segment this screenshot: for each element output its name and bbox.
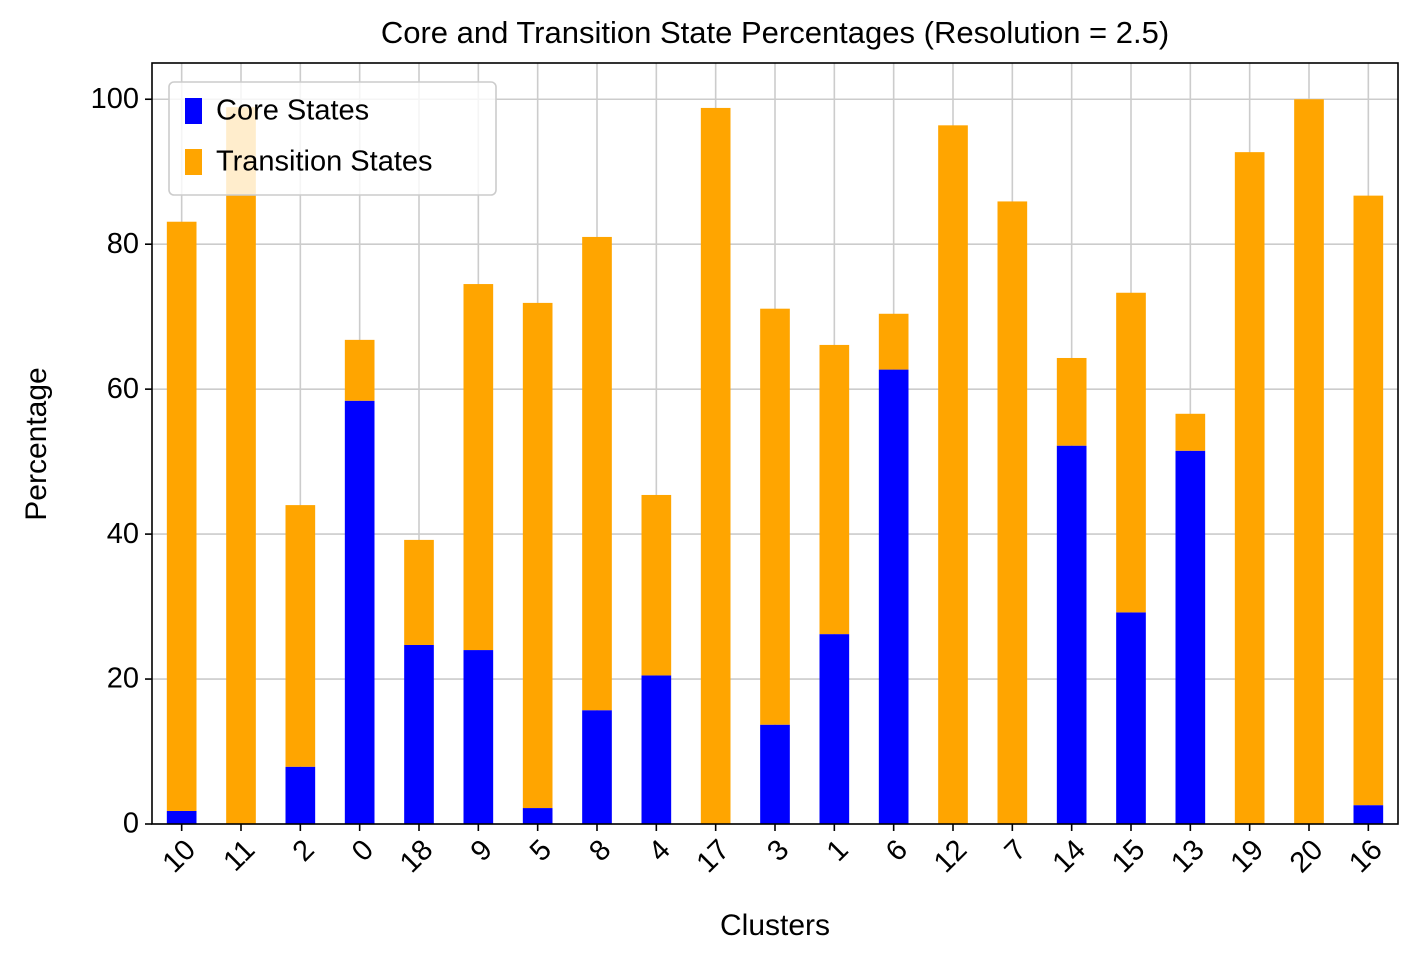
- bar-segment: [819, 344, 850, 635]
- bar-segment: [166, 810, 197, 824]
- x-tick-label: 1: [821, 834, 855, 868]
- x-tick-label: 18: [394, 834, 439, 879]
- legend: Core States Transition States: [168, 81, 497, 196]
- legend-swatch: [185, 149, 202, 175]
- bar-segment: [166, 221, 197, 811]
- x-tick-label: 3: [761, 834, 795, 868]
- x-tick-label: 11: [217, 834, 261, 878]
- x-tick-label: 2: [287, 834, 321, 868]
- x-tick-label: 5: [524, 834, 558, 868]
- bar-segment: [1234, 152, 1265, 824]
- bar-segment: [522, 808, 553, 824]
- bar-segment: [1294, 99, 1324, 824]
- x-tick-label: 14: [1047, 834, 1092, 879]
- bar-segment: [344, 400, 375, 824]
- bar-segment: [1353, 195, 1384, 806]
- x-tick-label: 16: [1343, 834, 1388, 879]
- y-axis-label: Percentage: [20, 367, 53, 520]
- bar-segment: [463, 284, 494, 651]
- x-tick-label: 4: [643, 834, 677, 868]
- legend-swatch: [185, 98, 202, 124]
- bar-segment: [404, 539, 434, 645]
- x-tick-label: 13: [1165, 834, 1210, 879]
- bar-segment: [522, 302, 553, 809]
- y-tick-label: 60: [107, 373, 139, 405]
- x-tick-label: 8: [583, 834, 617, 868]
- bar-segment: [1116, 292, 1146, 613]
- bar-segment: [878, 313, 909, 370]
- bar-segment: [760, 308, 790, 725]
- x-tick-label: 10: [157, 834, 202, 879]
- bar-segment: [404, 644, 434, 824]
- x-tick-label: 12: [928, 834, 973, 879]
- bar-segment: [285, 766, 316, 824]
- x-tick-label: 19: [1225, 834, 1270, 879]
- bar-segment: [878, 369, 909, 824]
- legend-label: Core States: [216, 95, 369, 127]
- chart-title: Core and Transition State Percentages (R…: [381, 15, 1169, 50]
- y-tick-label: 0: [123, 808, 139, 840]
- x-tick-label: 17: [691, 834, 736, 879]
- bar-segment: [1056, 445, 1087, 824]
- y-tick-label: 100: [91, 83, 139, 115]
- bar-segment: [463, 650, 494, 824]
- x-tick-label: 15: [1106, 834, 1151, 879]
- x-tick-label: 20: [1284, 834, 1329, 879]
- bar-segment: [1353, 805, 1384, 824]
- bar-segment: [1116, 612, 1146, 824]
- x-tick-label: 7: [999, 834, 1033, 868]
- bar-segment: [285, 505, 316, 767]
- legend-box: [168, 81, 497, 196]
- y-tick-label: 40: [107, 518, 139, 550]
- bars: [166, 99, 1384, 825]
- bar-segment: [1056, 357, 1087, 446]
- bar-segment: [641, 494, 672, 676]
- bar-segment: [1175, 413, 1206, 451]
- bar-segment: [226, 107, 256, 825]
- bar-segment: [997, 201, 1028, 825]
- bar-segment: [344, 339, 375, 401]
- bar-segment: [1175, 450, 1206, 824]
- x-axis-label: Clusters: [720, 909, 830, 942]
- bar-segment: [641, 675, 672, 824]
- bar-segment: [700, 107, 731, 824]
- y-tick-label: 80: [107, 228, 139, 260]
- plot-frame: [151, 62, 1399, 825]
- bar-segment: [938, 125, 968, 824]
- bar-segment: [582, 236, 612, 711]
- bar-segment: [760, 724, 790, 824]
- x-tick-label: 0: [346, 834, 380, 868]
- legend-label: Transition States: [216, 146, 433, 178]
- bar-segment: [582, 710, 612, 824]
- y-tick-label: 20: [107, 663, 139, 695]
- x-tick-label: 9: [465, 834, 499, 868]
- bar-segment: [819, 634, 850, 824]
- x-tick-label: 6: [880, 834, 914, 868]
